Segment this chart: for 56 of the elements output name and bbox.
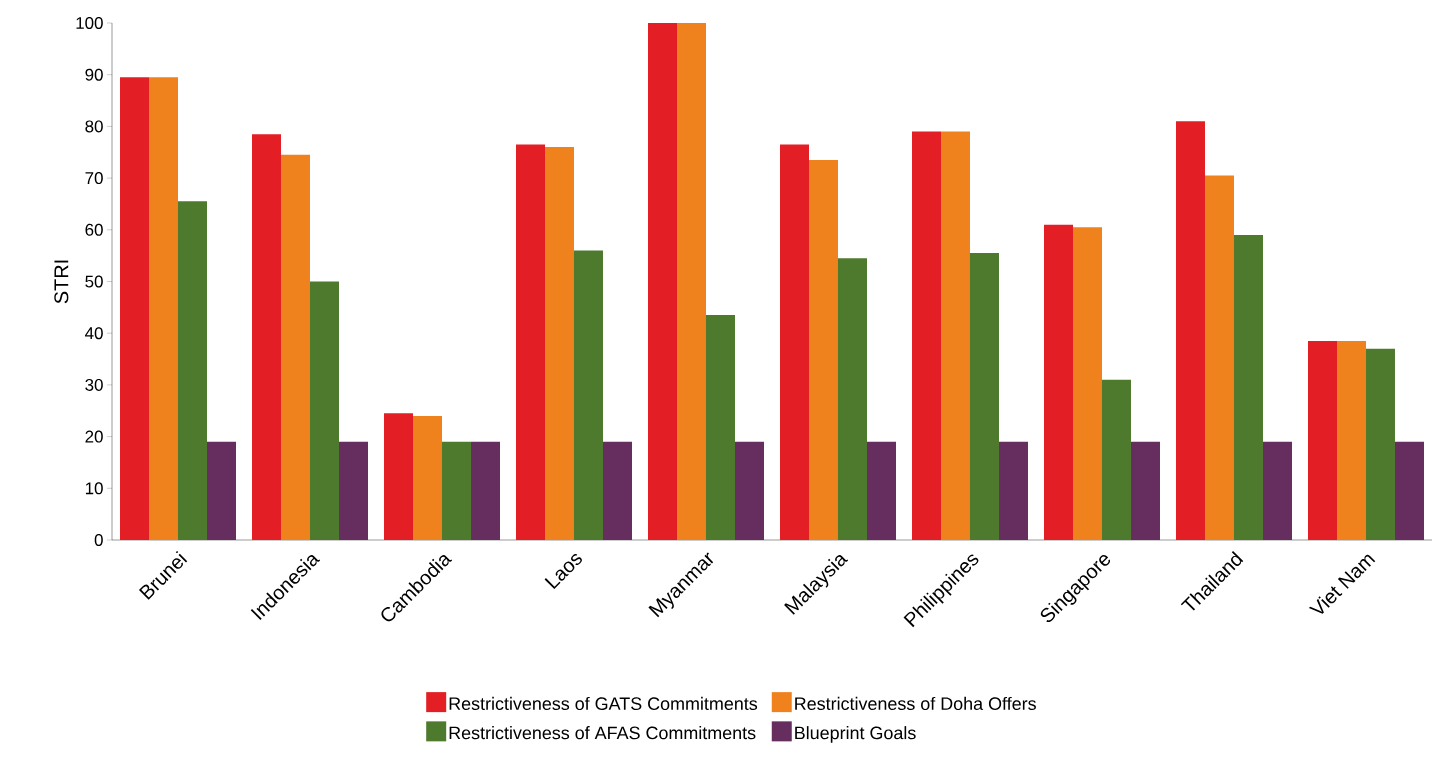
y-axis-title: STRI — [54, 260, 69, 304]
bar — [1336, 340, 1366, 540]
bar — [1072, 227, 1102, 540]
bar — [413, 415, 442, 540]
bar — [808, 160, 838, 540]
y-tick-label: 10 — [85, 482, 103, 495]
y-tick-label: 70 — [85, 172, 103, 185]
bar — [516, 144, 545, 540]
bar — [1365, 348, 1395, 540]
bar — [911, 131, 941, 540]
y-tick-label: 100 — [76, 17, 103, 29]
bar — [178, 201, 207, 540]
y-tick-label: 30 — [85, 378, 103, 391]
bar — [1043, 224, 1073, 540]
bar — [1130, 441, 1160, 540]
bar — [603, 441, 632, 540]
bar — [838, 258, 867, 540]
bar — [1394, 441, 1424, 540]
bar — [677, 23, 706, 540]
bar — [207, 441, 236, 540]
bar — [867, 441, 896, 540]
bar — [1175, 121, 1205, 540]
legend-label: Restrictiveness of GATS Commitments — [449, 696, 758, 711]
legend-label: Blueprint Goals — [795, 726, 916, 743]
bar — [310, 281, 339, 540]
bar — [1101, 379, 1131, 540]
y-tick-label: 0 — [94, 534, 103, 546]
bar — [149, 77, 178, 540]
legend-label: Restrictiveness of AFAS Commitments — [449, 726, 756, 740]
y-tick-label: 20 — [85, 430, 103, 443]
bar — [1204, 175, 1234, 540]
bar — [940, 131, 970, 540]
bar — [735, 441, 764, 540]
bar — [442, 441, 471, 540]
y-tick-label: 60 — [85, 223, 103, 236]
bar — [545, 147, 574, 540]
y-tick-label: 80 — [85, 120, 103, 133]
bar — [471, 441, 500, 540]
bar — [998, 441, 1028, 540]
legend-label: Restrictiveness of Doha Offers — [795, 696, 1036, 711]
bar — [648, 23, 677, 540]
bar — [1233, 234, 1263, 540]
y-tick-label: 40 — [85, 327, 103, 340]
bar — [281, 154, 310, 540]
bar — [252, 134, 281, 540]
bar — [120, 77, 149, 540]
bar — [779, 144, 809, 540]
bar — [969, 253, 999, 540]
bar — [574, 250, 603, 540]
y-tick-label: 90 — [85, 68, 103, 81]
y-tick-label: 50 — [85, 275, 103, 288]
bar — [706, 315, 735, 540]
bar — [384, 413, 413, 540]
bar — [339, 441, 368, 540]
bar — [1262, 441, 1292, 540]
bar — [1307, 340, 1337, 540]
